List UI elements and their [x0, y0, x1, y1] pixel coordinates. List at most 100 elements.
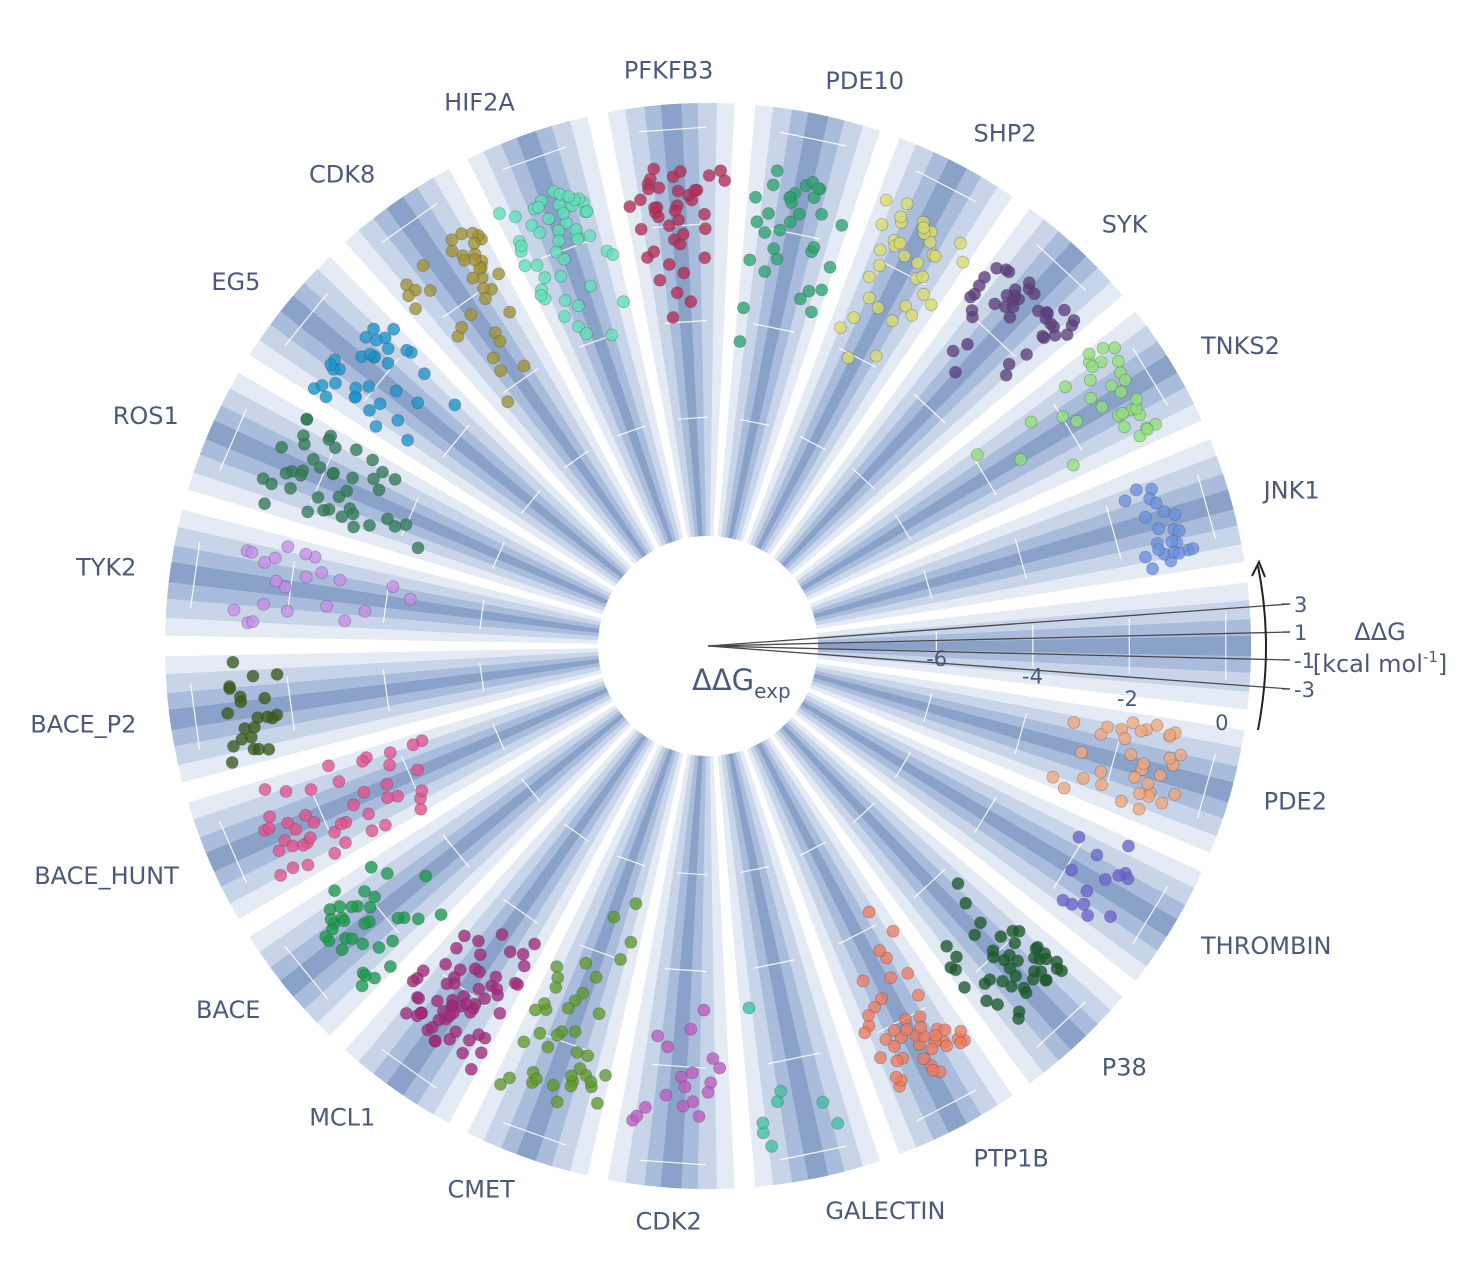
data-point-thrombin — [1112, 869, 1126, 882]
target-label-shp2: SHP2 — [974, 120, 1037, 148]
radial-gridline — [492, 541, 505, 569]
data-point-cmet — [591, 1096, 604, 1110]
offset-axis: 3 1 -1 -3 — [707, 559, 1315, 731]
radial-axis-title-subscript: exp — [754, 679, 790, 703]
data-point-p38 — [996, 974, 1009, 988]
data-point-pde2 — [1168, 788, 1182, 801]
data-point-mcl1 — [453, 963, 467, 977]
target-label-bace-p2: BACE_P2 — [30, 711, 136, 739]
data-point-thrombin — [1122, 839, 1135, 853]
data-point-cdk8 — [486, 351, 500, 365]
data-point-tyk2 — [280, 604, 294, 618]
data-point-ros1 — [327, 466, 340, 480]
data-point-ros1 — [366, 453, 380, 467]
data-point-bace — [358, 917, 372, 930]
data-point-hif2a — [531, 200, 545, 214]
data-point-ptp1b — [914, 1020, 928, 1034]
data-point-bace — [386, 934, 400, 948]
radial-tick-label: -2 — [1117, 687, 1138, 711]
data-point-ptp1b — [926, 1063, 940, 1077]
data-point-bace — [324, 912, 338, 926]
data-point-tnks2 — [1140, 422, 1154, 436]
data-point-mcl1 — [412, 992, 426, 1005]
data-point-ros1 — [372, 483, 386, 497]
data-point-p38 — [983, 973, 997, 986]
radial-gridline — [219, 821, 248, 884]
radial-gridline — [639, 126, 707, 133]
data-point-eg5 — [391, 413, 405, 427]
data-point-bace — [383, 960, 397, 973]
data-point-cmet — [584, 1075, 598, 1089]
data-point-tyk2 — [245, 546, 259, 559]
data-point-ros1 — [328, 441, 342, 455]
data-point-ros1 — [380, 512, 394, 526]
data-point-pde2 — [1057, 781, 1071, 795]
data-point-shp2 — [917, 287, 930, 301]
data-point-bace-hunt — [307, 816, 321, 829]
data-point-cdk8 — [445, 233, 459, 247]
band-sector-13-layer-3 — [205, 687, 610, 872]
radial-gridline — [1105, 733, 1122, 787]
band-sector-18-layer-3 — [727, 751, 829, 1180]
data-point-cmet — [517, 1035, 531, 1049]
data-point-cmet — [550, 960, 564, 973]
data-point-thrombin — [1077, 897, 1091, 911]
data-point-p38 — [1003, 961, 1017, 975]
data-point-tyk2 — [320, 599, 334, 613]
data-point-tyk2 — [386, 580, 400, 593]
data-point-ros1 — [324, 429, 338, 443]
radial-gridline — [503, 898, 539, 924]
radial-gridline — [1053, 841, 1083, 889]
data-point-mcl1 — [517, 959, 531, 973]
data-point-pde2 — [1124, 748, 1138, 761]
data-point-pde2 — [1118, 732, 1132, 746]
data-point-syk — [946, 344, 960, 358]
data-point-shp2 — [898, 249, 911, 263]
data-point-bace — [419, 869, 433, 883]
data-point-cdk2 — [659, 1088, 673, 1102]
data-point-shp2 — [875, 218, 889, 231]
data-point-pde10 — [749, 190, 762, 204]
data-point-bace-p2 — [246, 669, 260, 683]
band-sector-8-layer-3 — [386, 196, 648, 559]
data-point-pfkfb3 — [670, 286, 684, 300]
data-point-ptp1b — [940, 1039, 954, 1053]
offset-axis-line — [707, 603, 1291, 647]
target-label-pde2: PDE2 — [1264, 788, 1327, 816]
data-point-hif2a — [572, 320, 585, 333]
data-point-syk — [1008, 289, 1022, 303]
data-point-pde10 — [766, 178, 780, 192]
data-point-ros1 — [399, 518, 413, 531]
data-point-cmet — [561, 1001, 575, 1015]
target-label-p38: P38 — [1102, 1054, 1147, 1082]
radial-gridline — [541, 1033, 593, 1053]
data-point-ptp1b — [884, 971, 898, 985]
radial-gridline — [492, 723, 505, 751]
point-layer — [221, 162, 1200, 1153]
data-point-mcl1 — [489, 970, 503, 984]
data-point-bace — [335, 943, 349, 956]
data-point-mcl1 — [478, 992, 492, 1005]
label-layer: -6 -4 -2 0 JNK1 TNKS2 SYK SHP2 PDE10 PFKFB3 HIF2A C… — [30, 56, 1331, 1235]
data-point-hif2a — [518, 259, 532, 273]
data-point-bace-hunt — [406, 738, 420, 752]
data-point-hif2a — [525, 218, 539, 232]
data-point-ros1 — [297, 437, 311, 451]
data-point-pde10 — [773, 223, 787, 237]
data-point-ptp1b — [875, 992, 888, 1006]
data-point-jnk1 — [1172, 546, 1186, 560]
data-point-pfkfb3 — [684, 295, 698, 309]
radial-gridline — [1036, 244, 1087, 291]
radial-gridline — [799, 435, 827, 451]
data-point-pfkfb3 — [647, 245, 661, 259]
data-point-tnks2 — [1095, 400, 1109, 414]
data-point-bace-hunt — [303, 831, 317, 845]
data-point-thrombin — [1072, 830, 1086, 844]
data-point-jnk1 — [1186, 542, 1200, 555]
data-point-shp2 — [900, 197, 914, 211]
data-point-bace-hunt — [411, 763, 424, 777]
radial-gridline — [521, 490, 541, 514]
data-point-pfkfb3 — [662, 219, 676, 233]
offset-axis-line — [707, 631, 1291, 647]
radial-gridline — [563, 823, 589, 842]
